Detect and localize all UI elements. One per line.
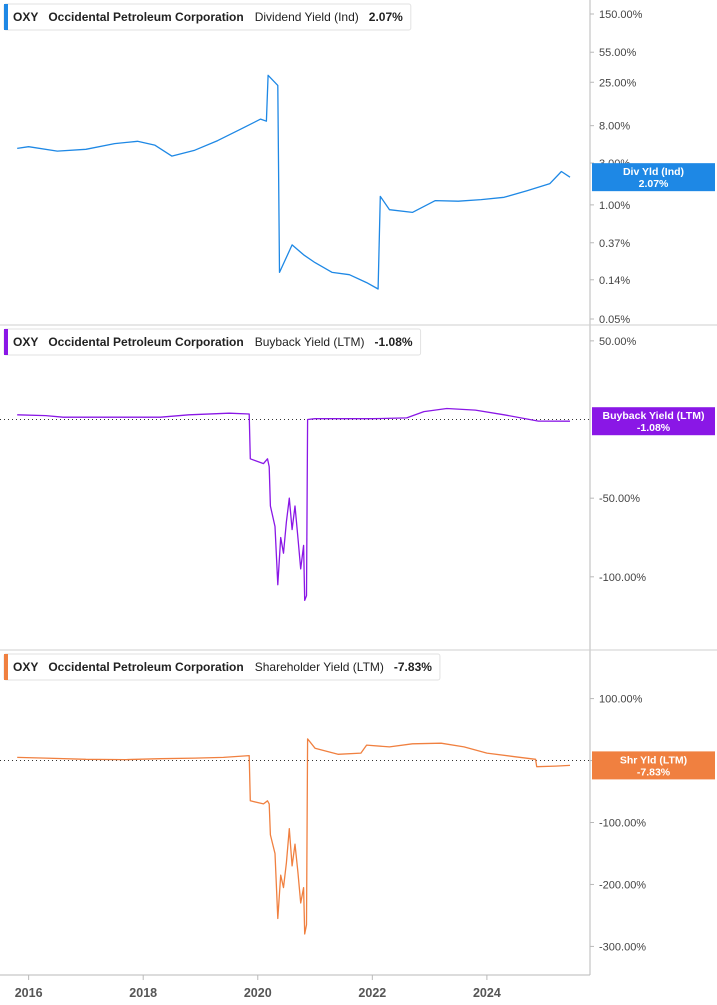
y-tick-label: -50.00% [599, 493, 640, 505]
y-tick-label: -300.00% [599, 941, 646, 953]
legend: OXY Occidental Petroleum Corporation Buyba… [3, 328, 422, 356]
panel-1: 150.00%55.00%25.00%8.00%3.00%1.00%0.37%0… [3, 3, 715, 326]
legend-ticker: OXY [13, 660, 38, 674]
y-tick-label: -100.00% [599, 572, 646, 584]
y-tick-label: 150.00% [599, 9, 643, 21]
x-tick-label: 2022 [358, 986, 386, 1000]
legend-company: Occidental Petroleum Corporation [48, 660, 243, 674]
y-tick-label: 100.00% [599, 694, 643, 706]
value-tag-label: Shr Yld (LTM) [620, 754, 687, 766]
y-tick-label: 0.14% [599, 275, 630, 287]
series-line [17, 738, 571, 935]
value-tag-label: Div Yld (Ind) [623, 166, 684, 178]
y-tick-label: -100.00% [599, 818, 646, 830]
legend-value: -7.83% [394, 660, 432, 674]
y-tick-label: 25.00% [599, 77, 637, 89]
legend-ticker: OXY [13, 335, 38, 349]
legend-metric: Shareholder Yield (LTM) [255, 660, 384, 674]
y-tick-label: 0.37% [599, 238, 630, 250]
value-tag-bg [592, 751, 715, 780]
value-tag-value: -1.08% [637, 422, 671, 434]
value-tag: Div Yld (Ind)2.07% [592, 163, 715, 192]
value-tag-bg [592, 407, 715, 436]
x-tick-label: 2018 [129, 986, 157, 1000]
legend-color-bar [4, 4, 8, 30]
legend-company: Occidental Petroleum Corporation [48, 10, 243, 24]
legend-value: -1.08% [375, 335, 413, 349]
x-tick-label: 2016 [15, 986, 43, 1000]
legend-metric: Buyback Yield (LTM) [255, 335, 365, 349]
value-tag-value: 2.07% [639, 178, 669, 190]
legend-color-bar [4, 654, 8, 680]
panel-2: 50.00% -50.00% -100.00% Buyback Yield (LTM)… [0, 324, 717, 602]
legend-color-bar [4, 329, 8, 355]
y-tick-label: 0.05% [599, 314, 630, 326]
legend-company: Occidental Petroleum Corporation [48, 335, 243, 349]
value-tag-label: Buyback Yield (LTM) [603, 410, 705, 422]
value-tag-bg [592, 163, 715, 192]
y-tick-label: 1.00% [599, 200, 630, 212]
y-tick-label: 50.00% [599, 336, 637, 348]
legend: OXY Occidental Petroleum Corporation Divid… [3, 3, 412, 31]
legend: OXY Occidental Petroleum Corporation Share… [3, 653, 441, 681]
y-tick-label: -200.00% [599, 879, 646, 891]
y-tick-label: 55.00% [599, 47, 637, 59]
series-line [17, 74, 571, 290]
x-tick-label: 2024 [473, 986, 501, 1000]
legend-metric: Dividend Yield (Ind) [255, 10, 359, 24]
legend-value: 2.07% [369, 10, 403, 24]
legend-ticker: OXY [13, 10, 38, 24]
y-tick-label: 8.00% [599, 121, 630, 133]
value-tag-value: -7.83% [637, 766, 671, 778]
x-tick-label: 2020 [244, 986, 272, 1000]
series-line [17, 407, 571, 602]
value-tag: Shr Yld (LTM)-7.83% [592, 751, 715, 780]
value-tag: Buyback Yield (LTM)-1.08% [592, 407, 715, 436]
panel-3: 100.00%0.00%-100.00%-200.00%-300.00%Shr … [0, 649, 717, 953]
